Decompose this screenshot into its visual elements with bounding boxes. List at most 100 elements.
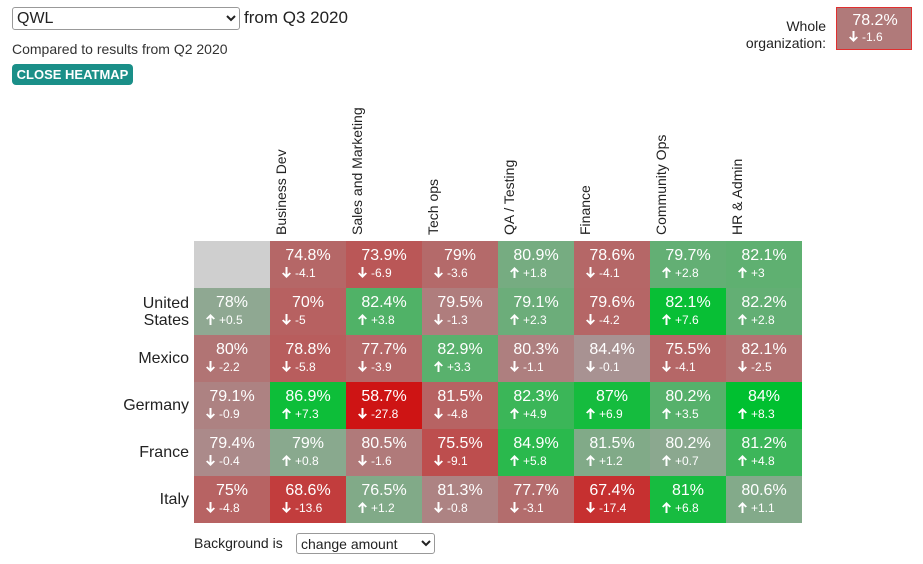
cell-change: -3.9: [358, 360, 392, 374]
cell-change: -9.1: [434, 454, 468, 468]
cell-value: 79.1%: [513, 294, 559, 311]
arrow-icon: [738, 408, 747, 419]
heat-cell: 80.6% +1.1: [726, 476, 802, 523]
cell-change: -1.6: [849, 30, 883, 44]
cell-value: 80.2%: [665, 435, 711, 452]
arrow-icon: [662, 455, 671, 466]
arrow-icon: [586, 502, 595, 513]
cell-change: -1.6: [358, 454, 392, 468]
arrow-icon: [282, 502, 291, 513]
heat-cell: 81.2% +4.8: [726, 429, 802, 476]
background-label: Background is: [194, 535, 283, 551]
arrow-icon: [510, 267, 519, 278]
cell-change: +3.3: [434, 360, 471, 374]
heat-cell: 82.3% +4.9: [498, 382, 574, 429]
heat-cell: 67.4% -17.4: [574, 476, 650, 523]
arrow-icon: [434, 314, 443, 325]
change-text: -4.1: [675, 360, 696, 374]
arrow-icon: [282, 455, 291, 466]
change-text: -4.8: [447, 407, 468, 421]
cell-change: -0.8: [434, 501, 468, 515]
change-text: -9.1: [447, 454, 468, 468]
cell-value: 81.5%: [437, 388, 483, 405]
change-text: +2.8: [751, 313, 775, 327]
cell-change: -6.9: [358, 266, 392, 280]
comparison: Compared to results from Q2 2020: [12, 41, 228, 57]
heat-cell: 80.3% -1.1: [498, 335, 574, 382]
metric-select[interactable]: QWL: [12, 7, 240, 30]
heat-cell: 78% +0.5: [194, 288, 270, 335]
cell-change: +6.9: [586, 407, 623, 421]
arrow-icon: [282, 314, 291, 325]
heat-cell: 78.6% -4.1: [574, 241, 650, 288]
heat-cell: 82.1% -2.5: [726, 335, 802, 382]
arrow-icon: [586, 408, 595, 419]
cell-change: +0.5: [206, 313, 243, 327]
heat-cell: 79.1% +2.3: [498, 288, 574, 335]
heat-cell: 82.1% +7.6: [650, 288, 726, 335]
close-heatmap-button[interactable]: CLOSE HEATMAP: [12, 64, 133, 85]
change-text: +6.8: [675, 501, 699, 515]
change-text: +7.6: [675, 313, 699, 327]
cell-value: 81.2%: [741, 435, 787, 452]
arrow-icon: [662, 502, 671, 513]
arrow-icon: [282, 408, 291, 419]
cell-value: 79.4%: [209, 435, 255, 452]
change-text: -1.3: [447, 313, 468, 327]
arrow-icon: [358, 267, 367, 278]
background-select[interactable]: change amount: [296, 533, 435, 554]
change-text: -2.5: [751, 360, 772, 374]
cell-change: -3.6: [434, 266, 468, 280]
arrow-icon: [662, 314, 671, 325]
change-text: +0.8: [295, 454, 319, 468]
arrow-icon: [586, 361, 595, 372]
cell-value: 74.8%: [285, 247, 331, 264]
cell-value: 80.5%: [361, 435, 407, 452]
cell-change: +7.6: [662, 313, 699, 327]
row-label: United States: [142, 294, 189, 329]
change-text: +3.5: [675, 407, 699, 421]
arrow-icon: [586, 314, 595, 325]
cell-value: 80%: [215, 341, 249, 358]
arrow-icon: [510, 361, 519, 372]
cell-value: 82.1%: [665, 294, 711, 311]
change-text: +3: [751, 266, 765, 280]
cell-change: +2.8: [662, 266, 699, 280]
arrow-icon: [586, 267, 595, 278]
change-text: +0.7: [675, 454, 699, 468]
cell-value: 78.8%: [285, 341, 331, 358]
cell-change: -4.1: [662, 360, 696, 374]
change-text: +2.8: [675, 266, 699, 280]
arrow-icon: [510, 502, 519, 513]
arrow-icon: [206, 502, 215, 513]
arrow-icon: [434, 361, 443, 372]
row-label: France: [139, 443, 189, 461]
heat-cell: 81% +6.8: [650, 476, 726, 523]
change-text: +4.8: [751, 454, 775, 468]
heat-cell: 79% +0.8: [270, 429, 346, 476]
cell-change: -0.4: [206, 454, 240, 468]
heat-cell: 74.8% -4.1: [270, 241, 346, 288]
cell-value: 79.1%: [209, 388, 255, 405]
arrow-icon: [434, 455, 443, 466]
change-text: +7.3: [295, 407, 319, 421]
arrow-icon: [358, 502, 367, 513]
heat-cell: 82.2% +2.8: [726, 288, 802, 335]
heat-cell: 77.7% -3.9: [346, 335, 422, 382]
change-text: -1.6: [862, 30, 883, 44]
arrow-icon: [434, 502, 443, 513]
heat-cell: 75.5% -4.1: [650, 335, 726, 382]
column-header: Business Dev: [273, 149, 289, 235]
cell-value: 82.1%: [741, 341, 787, 358]
cell-change: -3.1: [510, 501, 544, 515]
column-header: QA / Testing: [501, 159, 517, 235]
cell-change: +5.8: [510, 454, 547, 468]
cell-change: +3: [738, 266, 765, 280]
heat-cell: 77.7% -3.1: [498, 476, 574, 523]
change-text: -4.8: [219, 501, 240, 515]
empty-cell: [194, 241, 270, 288]
change-text: -0.8: [447, 501, 468, 515]
change-text: +1.1: [751, 501, 775, 515]
cell-value: 76.5%: [361, 482, 407, 499]
arrow-icon: [434, 267, 443, 278]
